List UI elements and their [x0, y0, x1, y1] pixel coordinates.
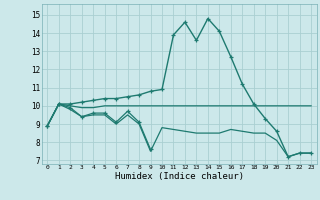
X-axis label: Humidex (Indice chaleur): Humidex (Indice chaleur): [115, 172, 244, 181]
